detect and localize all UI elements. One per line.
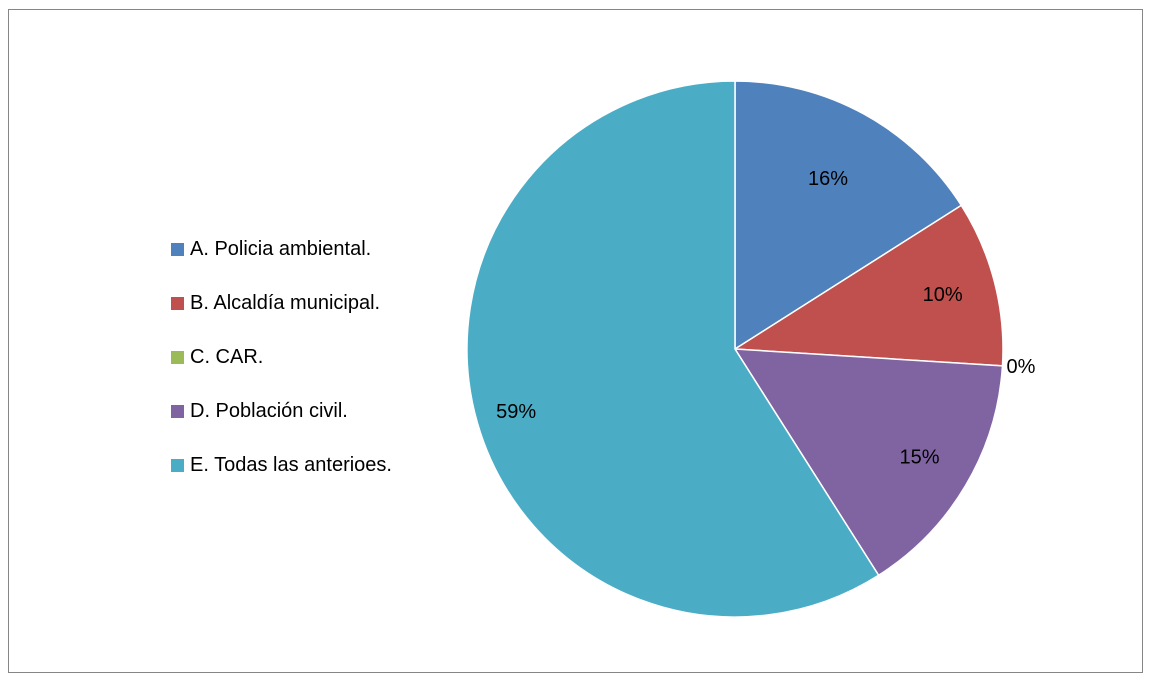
legend-item-a: A. Policia ambiental. <box>171 232 392 266</box>
legend-swatch-b <box>171 296 184 310</box>
data-label-b: 10% <box>923 284 963 306</box>
legend-item-d: D. Población civil. <box>171 394 392 428</box>
pie-slices <box>466 80 1004 618</box>
legend-swatch-a <box>171 242 184 256</box>
pie-slice-a <box>734 80 963 351</box>
legend-item-b: B. Alcaldía municipal. <box>171 286 392 320</box>
legend-swatch-d <box>171 404 184 418</box>
legend-label-c: C. CAR. <box>190 345 264 368</box>
legend-label-b: B. Alcaldía municipal. <box>190 291 381 314</box>
pie-slice-e <box>466 80 880 618</box>
data-label-a: 16% <box>808 168 848 190</box>
data-label-c: 0% <box>1007 356 1036 378</box>
legend-swatch-e <box>171 458 184 472</box>
pie-slice-b <box>732 204 1004 367</box>
legend-item-e: E. Todas las anterioes. <box>171 448 392 482</box>
legend-label-d: D. Población civil. <box>190 399 348 422</box>
legend: A. Policia ambiental. B. Alcaldía munici… <box>171 232 392 482</box>
legend-item-c: C. CAR. <box>171 340 392 374</box>
pie-data-labels: 16% 10% 0% 15% 59% <box>496 168 1035 468</box>
legend-label-e: E. Todas las anterioes. <box>190 453 392 476</box>
pie-slice-d <box>733 348 1004 577</box>
legend-label-a: A. Policia ambiental. <box>190 237 372 260</box>
legend-swatch-c <box>171 350 184 364</box>
data-label-e: 59% <box>496 401 536 423</box>
data-label-d: 15% <box>899 446 939 468</box>
